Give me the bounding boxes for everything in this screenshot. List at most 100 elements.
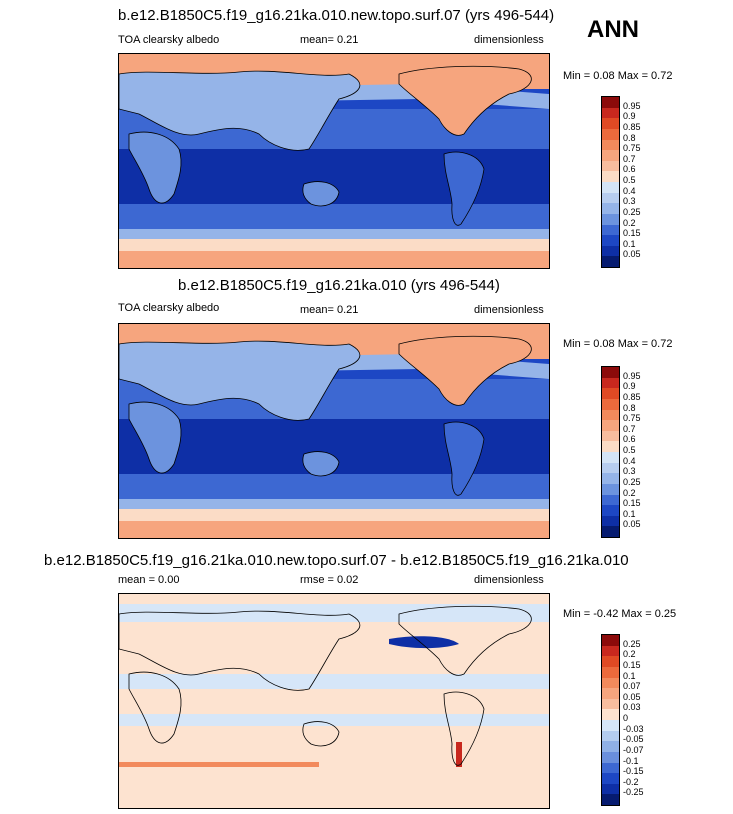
panel3-africa (128, 671, 182, 744)
season-label: ANN (587, 16, 639, 43)
colorbar-tick-label: 0.95 (623, 370, 641, 381)
colorbar-tick-label: 0.4 (623, 185, 636, 196)
panel2-antarctica (119, 521, 549, 538)
colorbar-swatch (602, 720, 619, 731)
colorbar-swatch (602, 730, 619, 742)
panel2-mean-label: mean= 0.21 (300, 304, 359, 316)
panel3-andes-anomaly (456, 742, 462, 767)
colorbar-tick-label: -0.03 (623, 723, 644, 734)
colorbar-tick-label: 0.3 (623, 196, 636, 207)
panel2-colorbar-labels: 0.95 0.9 0.85 0.8 0.75 0.7 0.6 0.5 0.4 0.3 0.25 0.2… (623, 366, 673, 536)
panel3-tropical-negative (119, 674, 549, 689)
colorbar-tick-label: 0.5 (623, 175, 636, 185)
colorbar-tick-label: -0.25 (623, 787, 644, 798)
colorbar-swatch (602, 256, 619, 267)
colorbar-tick-label: 0.7 (623, 423, 636, 434)
panel1-title: b.e12.B1850C5.f19_g16.21ka.010.new.topo.… (118, 7, 555, 24)
colorbar-tick-label: 0.25 (623, 476, 641, 487)
panel3-map-svg (119, 594, 549, 808)
colorbar-swatch (602, 751, 619, 763)
colorbar-tick-label: 0.3 (623, 466, 636, 477)
panel3-south-negative (119, 714, 549, 726)
panel3-colorbar (601, 634, 620, 806)
panel1-map-svg (119, 54, 549, 268)
panel3-title: b.e12.B1850C5.f19_g16.21ka.010.new.topo.… (44, 552, 629, 569)
colorbar-tick-label: 0.1 (623, 508, 636, 519)
colorbar-tick-label: 0.15 (623, 498, 641, 509)
colorbar-tick-label: 0.2 (623, 487, 636, 498)
colorbar-tick-label: 0.6 (623, 434, 636, 445)
colorbar-swatch (602, 160, 619, 172)
colorbar-swatch (602, 150, 619, 161)
colorbar-tick-label: 0.9 (623, 111, 636, 122)
colorbar-swatch (602, 773, 619, 784)
colorbar-swatch (602, 203, 619, 214)
colorbar-tick-label: 0.85 (623, 121, 641, 132)
panel3-australia (302, 721, 340, 747)
panel3-base-field (119, 594, 549, 808)
colorbar-tick-label: 0.75 (623, 413, 641, 424)
colorbar-swatch (602, 677, 619, 689)
colorbar-tick-label: -0.15 (623, 766, 644, 777)
panel1-map (118, 53, 550, 269)
panel3-mean-label: mean = 0.00 (118, 574, 180, 586)
panel2-south-midlat (119, 474, 549, 499)
colorbar-tick-label: 0.25 (623, 206, 641, 217)
colorbar-tick-label: 0.2 (623, 217, 636, 228)
panel2-title: b.e12.B1850C5.f19_g16.21ka.010 (yrs 496-… (178, 277, 500, 294)
panel1-variable-label: TOA clearsky albedo (118, 34, 220, 46)
colorbar-tick-label: 0.03 (623, 702, 641, 713)
colorbar-swatch (602, 367, 619, 378)
panel1-colorbar-labels: 0.95 0.9 0.85 0.8 0.75 0.7 0.6 0.5 0.4 0.3 0.25 0.2… (623, 96, 673, 266)
colorbar-swatch (602, 441, 619, 452)
colorbar-tick-label: 0.6 (623, 164, 636, 175)
colorbar-swatch (602, 473, 619, 484)
panel3-arctic-negative (119, 604, 549, 622)
colorbar-swatch (602, 709, 619, 720)
colorbar-swatch (602, 107, 619, 119)
colorbar-swatch (602, 377, 619, 389)
panel2-map (118, 323, 550, 539)
panel2-colorbar (601, 366, 620, 538)
colorbar-tick-label: 0.75 (623, 143, 641, 154)
colorbar-tick-label: 0.07 (623, 681, 641, 692)
colorbar-swatch (602, 794, 619, 805)
panel2-map-svg (119, 324, 549, 538)
panel3-minmax: Min = -0.42 Max = 0.25 (563, 608, 677, 620)
panel2-australia (302, 451, 340, 477)
colorbar-swatch (602, 388, 619, 399)
colorbar-swatch (602, 505, 619, 516)
colorbar-swatch (602, 526, 619, 537)
panel3-colorbar-labels: 0.25 0.2 0.15 0.1 0.07 0.05 0.03 0 -0.03 -0.05 -0.… (623, 634, 673, 804)
panel1-south-transition (119, 229, 549, 239)
colorbar-tick-label: 0.2 (623, 649, 636, 660)
colorbar-swatch (602, 688, 619, 699)
colorbar-tick-label: 0.9 (623, 381, 636, 392)
panel1-south-ice (119, 239, 549, 251)
panel3-rmse-label: rmse = 0.02 (300, 574, 359, 586)
colorbar-tick-label: 0.8 (623, 132, 636, 143)
colorbar-tick-label: 0.95 (623, 100, 641, 111)
colorbar-tick-label: 0.1 (623, 238, 636, 249)
colorbar-swatch (602, 762, 619, 774)
colorbar-tick-label: 0.4 (623, 455, 636, 466)
panel3-hudson-anomaly (389, 636, 459, 649)
colorbar-tick-label: 0.05 (623, 519, 641, 530)
panel1-africa (128, 131, 182, 204)
panel3-eurasia (119, 610, 361, 691)
colorbar-swatch (602, 139, 619, 151)
colorbar-tick-label: -0.05 (623, 734, 644, 745)
panel3-map (118, 593, 550, 809)
colorbar-tick-label: 0.15 (623, 659, 641, 670)
colorbar-swatch (602, 645, 619, 657)
colorbar-tick-label: 0.15 (623, 228, 641, 239)
colorbar-swatch (602, 635, 619, 646)
panel1-eurasia (119, 70, 361, 151)
colorbar-tick-label: 0.8 (623, 402, 636, 413)
colorbar-swatch (602, 656, 619, 667)
panel2-south-transition (119, 499, 549, 509)
colorbar-swatch (602, 128, 619, 140)
panel1-minmax: Min = 0.08 Max = 0.72 (563, 70, 673, 82)
colorbar-tick-label: 0.05 (623, 249, 641, 260)
colorbar-swatch (602, 515, 619, 527)
